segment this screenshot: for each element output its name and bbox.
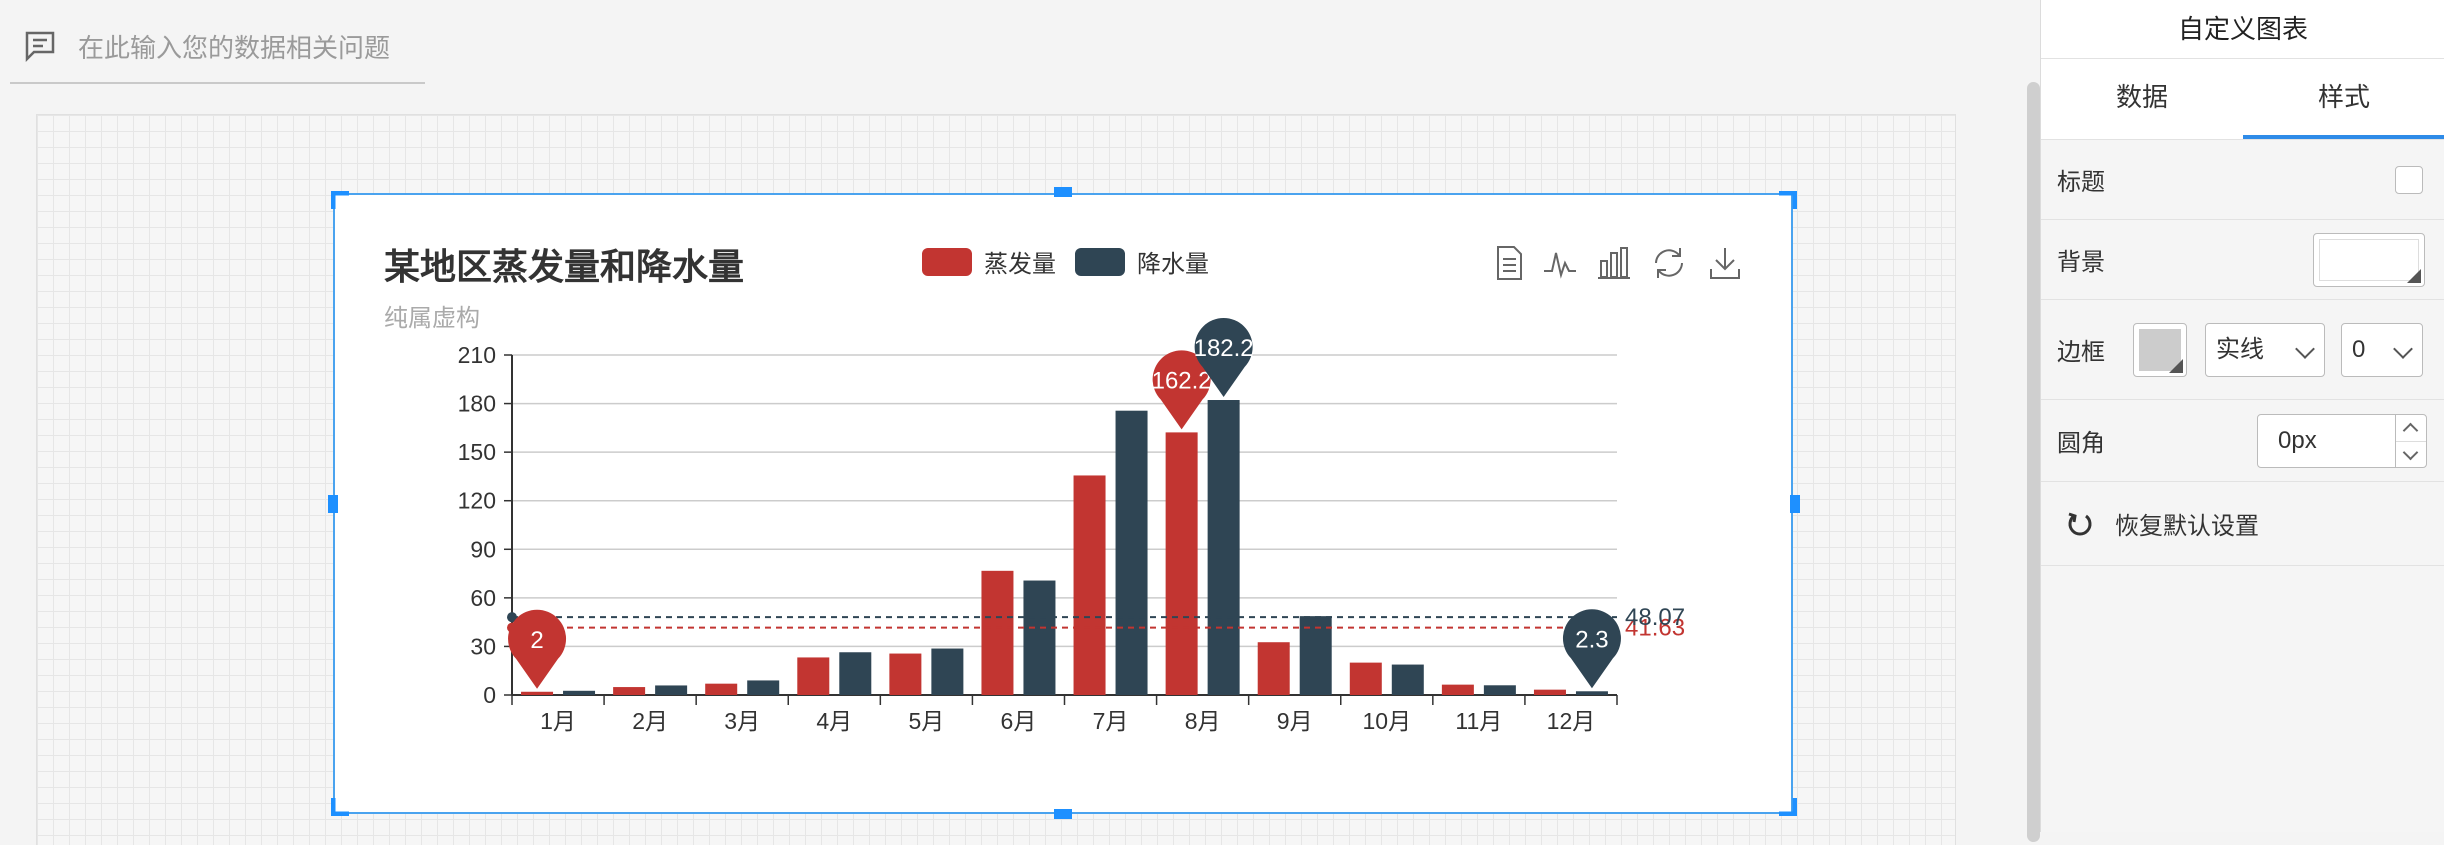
chevron-down-icon (2295, 338, 2315, 359)
background-row: 背景 (2041, 220, 2444, 300)
radius-label: 圆角 (2057, 430, 2105, 457)
resize-handle-top[interactable] (1054, 187, 1072, 197)
legend-label: 蒸发量 (984, 251, 1056, 278)
border-width-select[interactable]: 0 (2341, 322, 2423, 377)
resize-handle-right[interactable] (1790, 495, 1800, 513)
title-row: 标题 (2041, 140, 2444, 220)
reset-button[interactable]: 恢复默认设置 (2041, 482, 2444, 566)
chevron-down-icon (2393, 338, 2413, 359)
bar-chart-icon[interactable] (1597, 245, 1631, 281)
chart-title: 某地区蒸发量和降水量 (384, 246, 745, 287)
reset-label: 恢复默认设置 (2115, 513, 2259, 540)
radius-row: 圆角 0px (2041, 400, 2444, 482)
border-color-picker[interactable] (2133, 322, 2187, 377)
border-width-value: 0 (2352, 335, 2366, 363)
restore-icon[interactable] (1652, 245, 1686, 281)
title-checkbox[interactable] (2395, 165, 2423, 194)
custom-chart-panel: 自定义图表 数据 样式 标题 背景 边框 实线 0 圆角 0px (2040, 0, 2444, 832)
legend-label: 降水量 (1137, 251, 1209, 278)
tab-data[interactable]: 数据 (2115, 82, 2168, 112)
border-style-value: 实线 (2216, 335, 2264, 363)
canvas-scrollbar[interactable] (2027, 82, 2040, 842)
background-color-picker[interactable] (2313, 232, 2425, 287)
question-input[interactable]: 在此输入您的数据相关问题 (10, 10, 425, 84)
panel-title: 自定义图表 (2041, 0, 2444, 59)
reset-icon (2068, 512, 2092, 535)
chat-icon (25, 31, 55, 62)
chart-subtitle: 纯属虚构 (384, 305, 480, 332)
title-label: 标题 (2057, 169, 2105, 196)
legend-swatch (1075, 247, 1125, 276)
question-placeholder: 在此输入您的数据相关问题 (78, 32, 391, 63)
tab-style[interactable]: 样式 (2243, 59, 2444, 139)
data-view-icon[interactable] (1492, 245, 1526, 281)
increment-button[interactable] (2396, 415, 2426, 442)
border-label: 边框 (2057, 339, 2105, 366)
border-row: 边框 实线 0 (2041, 300, 2444, 400)
background-label: 背景 (2057, 249, 2105, 276)
legend-item-evaporation[interactable]: 蒸发量 (922, 244, 1056, 279)
legend-item-precipitation[interactable]: 降水量 (1075, 244, 1209, 279)
download-icon[interactable] (1708, 245, 1742, 281)
radius-input[interactable]: 0px (2257, 413, 2427, 468)
resize-handle-left[interactable] (328, 495, 338, 513)
panel-tabs: 数据 样式 (2041, 59, 2444, 140)
border-style-select[interactable]: 实线 (2205, 322, 2325, 377)
decrement-button[interactable] (2396, 442, 2426, 468)
radius-value: 0px (2278, 426, 2317, 454)
legend-swatch (922, 247, 972, 276)
line-chart-icon[interactable] (1543, 245, 1577, 281)
resize-handle-bottom[interactable] (1054, 809, 1072, 819)
